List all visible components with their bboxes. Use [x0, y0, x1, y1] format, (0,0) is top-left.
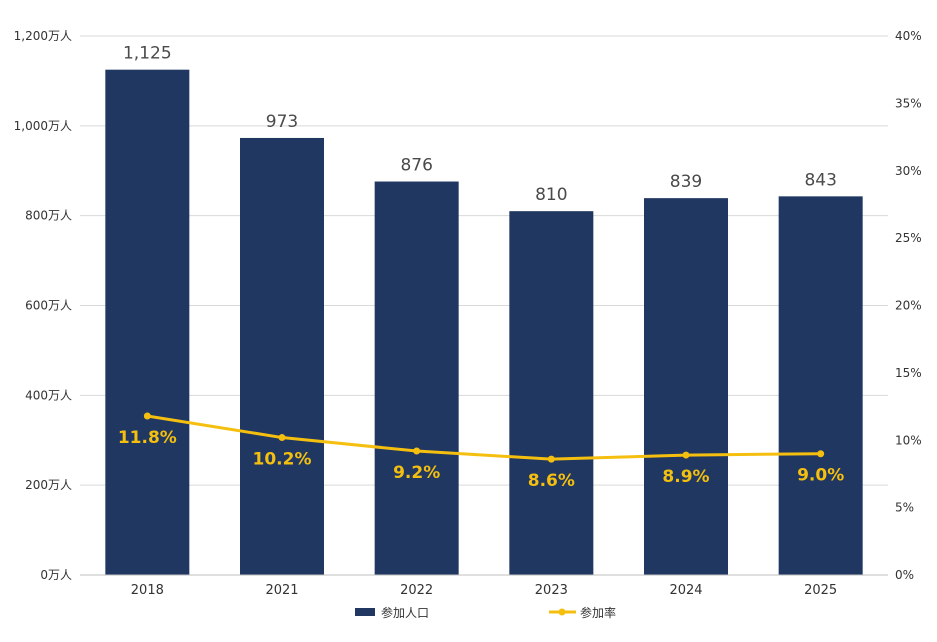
legend: 参加人口 参加率 [355, 605, 616, 620]
line-value-label: 9.0% [797, 466, 844, 486]
right-tick-label: 5% [895, 501, 914, 515]
x-tick-label: 2021 [265, 583, 298, 598]
bar-value-label: 876 [400, 156, 432, 176]
legend-swatch-bar [355, 608, 375, 616]
legend-swatch-line-marker [558, 608, 566, 616]
bar-value-label: 843 [804, 170, 836, 190]
line-point [817, 450, 825, 458]
right-tick-label: 40% [895, 29, 922, 43]
bar [778, 196, 863, 576]
right-tick-label: 15% [895, 366, 922, 380]
x-tick-label: 2022 [400, 583, 433, 598]
line-series [143, 412, 825, 463]
left-tick-label: 800万人 [25, 209, 72, 223]
left-tick-label: 0万人 [40, 568, 72, 582]
gridlines [80, 35, 888, 486]
left-tick-label: 200万人 [25, 478, 72, 492]
line-point [682, 451, 690, 459]
bar-value-label: 973 [266, 112, 298, 132]
bar-value-label: 839 [670, 172, 702, 192]
line-value-label: 10.2% [253, 450, 312, 470]
line-point [413, 447, 421, 455]
line-value-label: 8.9% [662, 467, 709, 487]
x-tick-label: 2025 [804, 583, 837, 598]
right-tick-label: 30% [895, 164, 922, 178]
bar [374, 181, 459, 575]
bar [644, 198, 728, 575]
bar-value-label: 1,125 [123, 44, 172, 64]
legend-label-line: 参加率 [580, 605, 616, 620]
line-data-labels: 11.8% 10.2% 9.2% 8.6% 8.9% 9.0% [118, 428, 844, 491]
right-axis: 0% 5% 10% 15% 20% 25% 30% 35% 40% [895, 29, 922, 582]
line-point [278, 434, 286, 442]
line-value-label: 8.6% [528, 471, 575, 491]
right-tick-label: 25% [895, 231, 922, 245]
left-tick-label: 1,000万人 [14, 119, 72, 133]
bar [240, 137, 324, 576]
line-point [143, 412, 151, 420]
right-tick-label: 10% [895, 433, 922, 447]
line-value-label: 9.2% [393, 463, 440, 483]
right-tick-label: 20% [895, 299, 922, 313]
x-tick-label: 2018 [131, 583, 164, 598]
bar [509, 211, 594, 576]
rate-line [147, 414, 821, 461]
legend-label-bar: 参加人口 [381, 605, 429, 620]
left-tick-label: 1,200万人 [14, 29, 72, 43]
left-tick-label: 400万人 [25, 388, 72, 402]
line-point [547, 455, 555, 463]
bar-value-label: 810 [535, 185, 567, 205]
bar [105, 69, 190, 575]
x-axis: 2018 2021 2022 2023 2024 2025 [80, 574, 888, 598]
right-tick-label: 0% [895, 568, 914, 582]
right-tick-label: 35% [895, 96, 922, 110]
bar-data-labels: 1,125 973 876 810 839 843 [123, 44, 837, 205]
line-value-label: 11.8% [118, 428, 177, 448]
x-tick-label: 2023 [535, 583, 568, 598]
left-tick-label: 600万人 [25, 299, 72, 313]
bar-series [105, 69, 863, 576]
left-axis: 0万人 200万人 400万人 600万人 800万人 1,000万人 1,200万人 [14, 29, 72, 582]
x-tick-label: 2024 [669, 583, 702, 598]
